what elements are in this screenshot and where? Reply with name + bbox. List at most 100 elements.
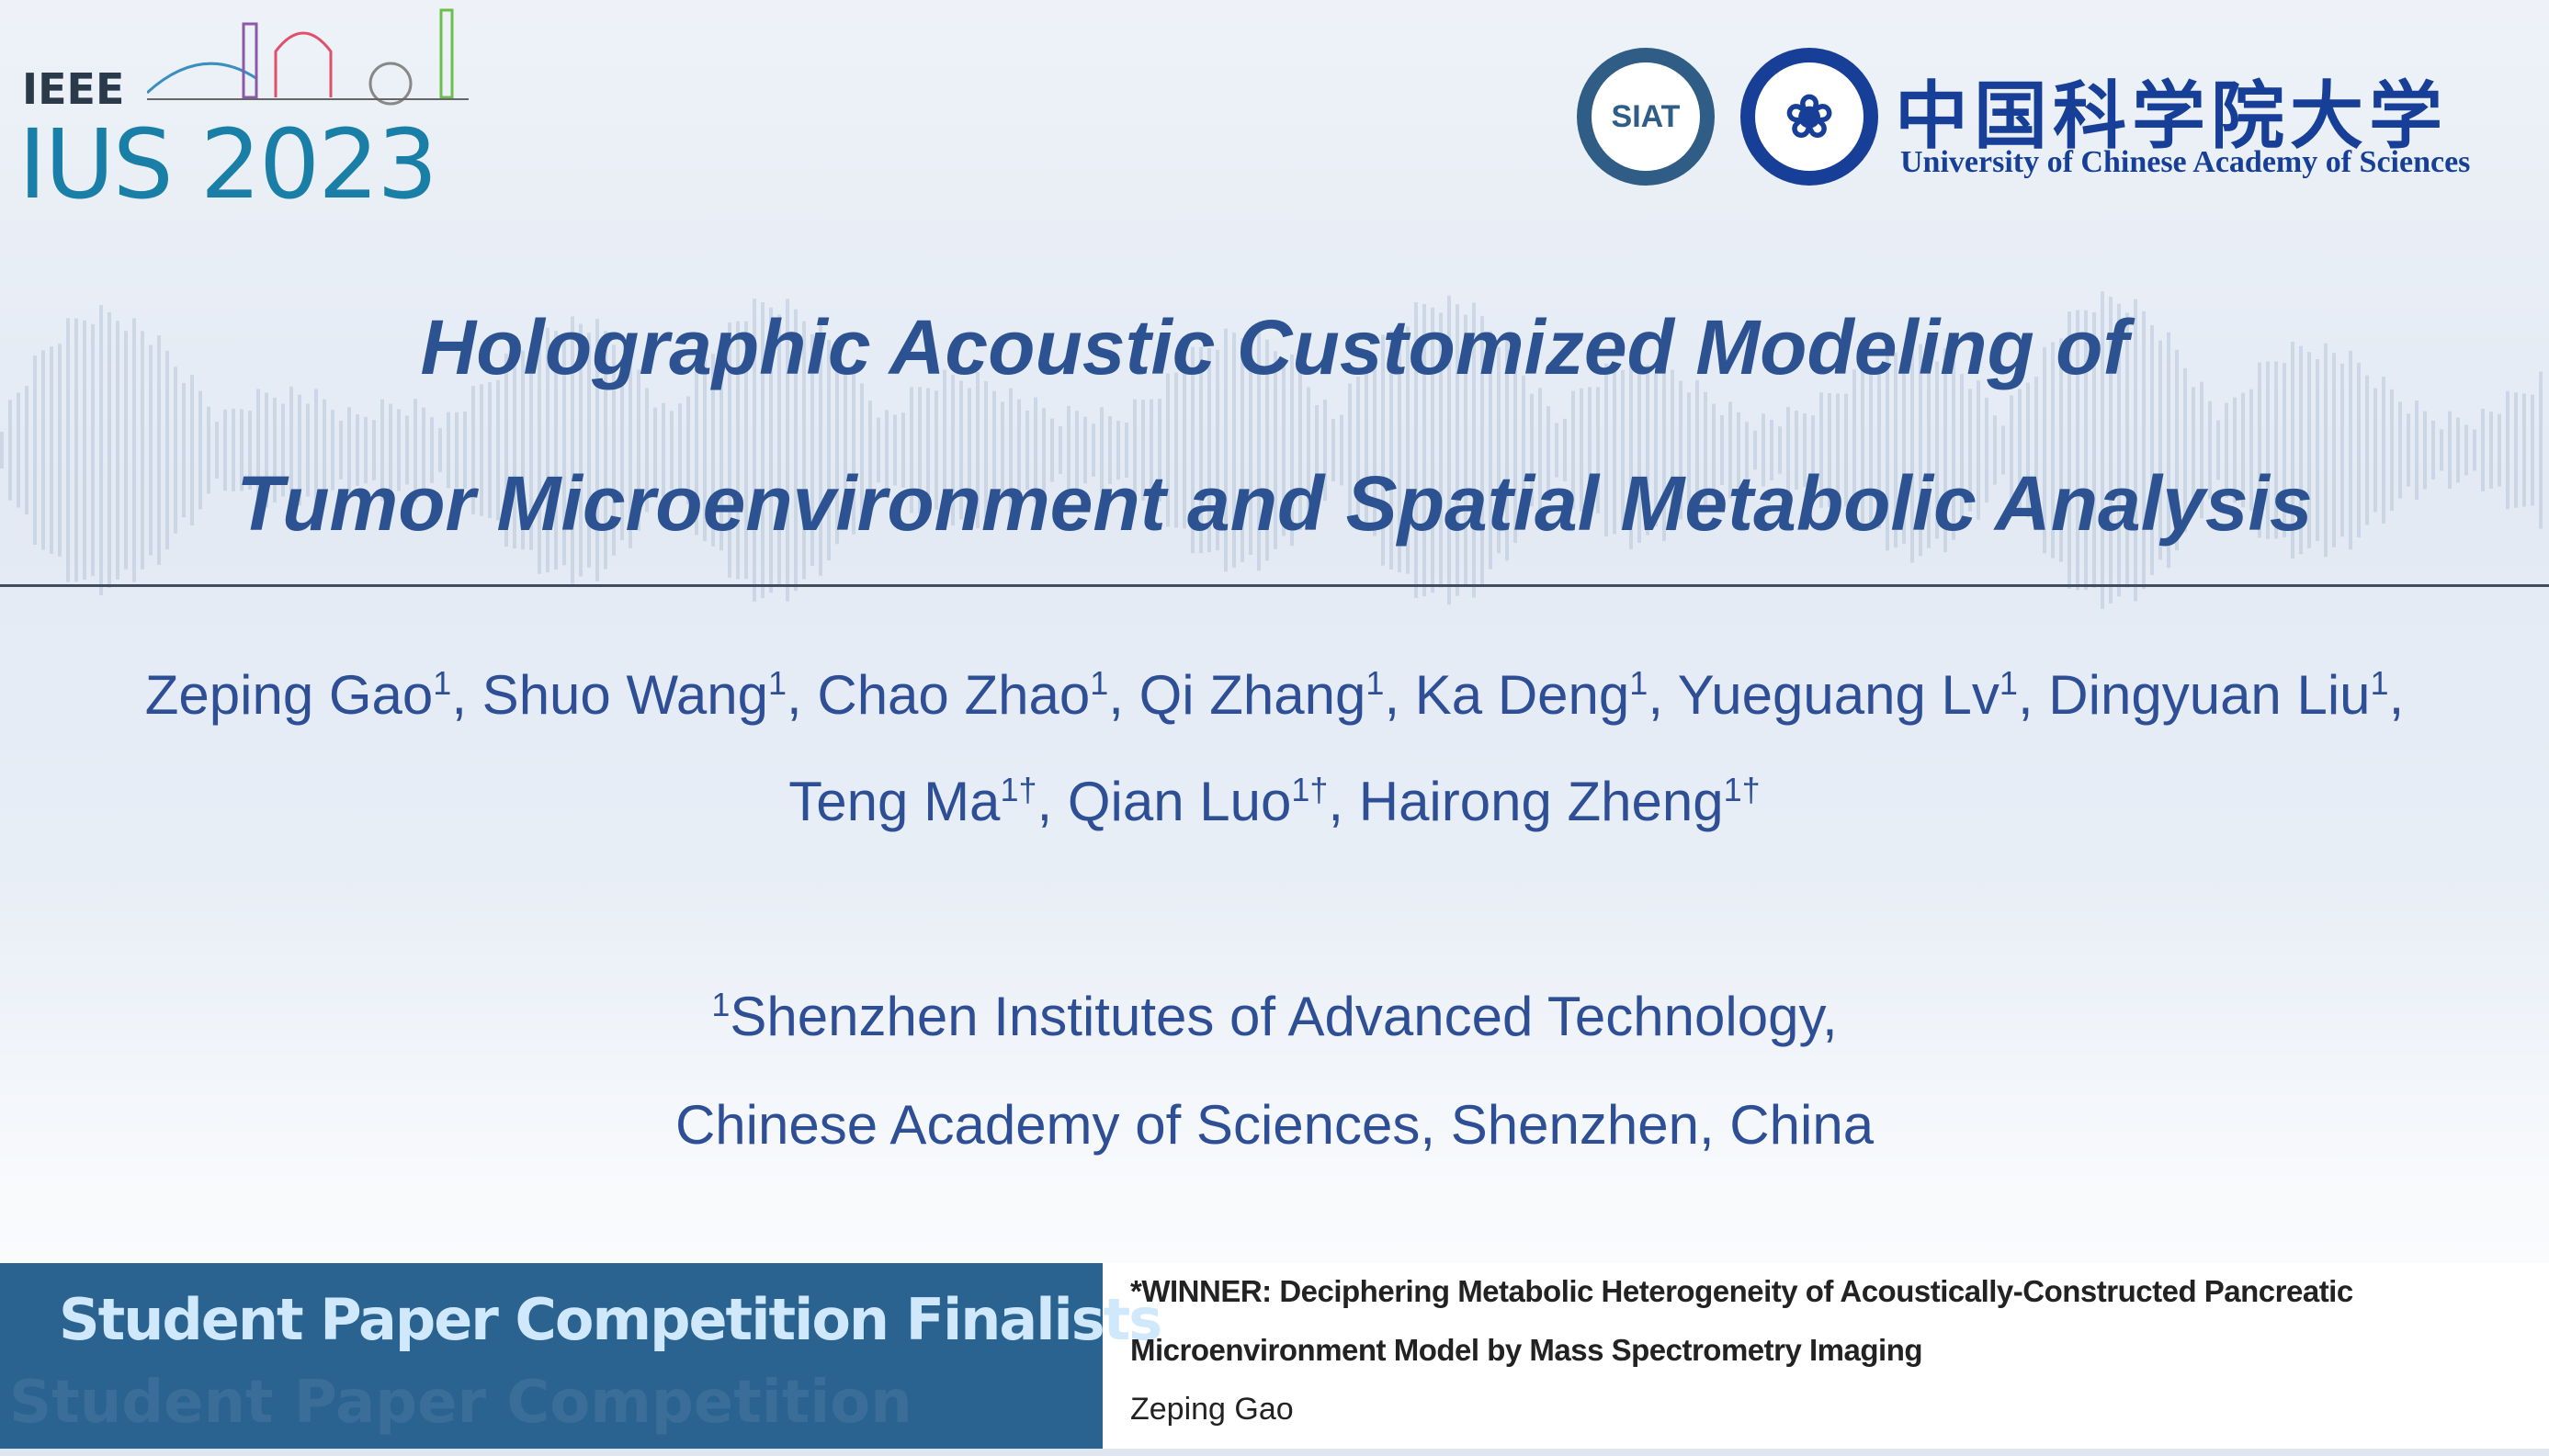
waveform-bar xyxy=(719,349,723,551)
waveform-bar xyxy=(2018,389,2022,512)
waveform-bar xyxy=(728,322,731,578)
waveform-bar xyxy=(1513,356,1517,544)
waveform-bar xyxy=(1464,314,1467,586)
winner-title-line-2: Microenvironment Model by Mass Spectrome… xyxy=(1130,1333,1923,1367)
siat-logo-text: SIAT xyxy=(1592,62,1700,171)
waveform-bar xyxy=(1778,426,1782,474)
waveform-bar xyxy=(1340,414,1343,486)
waveform-bar xyxy=(2332,353,2336,547)
author-separator: , xyxy=(1108,664,1139,726)
ghost-text: Student Paper Competition xyxy=(9,1369,912,1437)
author-name: Yueguang Lv xyxy=(1677,664,2000,726)
waveform-bar xyxy=(2117,303,2121,597)
waveform-bar xyxy=(1563,418,1567,482)
siat-logo: SIAT xyxy=(1577,48,1715,186)
waveform-bar xyxy=(587,333,591,568)
waveform-bar xyxy=(1456,304,1459,596)
waveform-bar xyxy=(1695,379,1699,521)
waveform-bar xyxy=(1753,430,1757,470)
waveform-bar xyxy=(1497,346,1501,554)
waveform-bar xyxy=(786,299,789,602)
waveform-bar xyxy=(1828,392,1831,508)
waveform-bar xyxy=(1621,369,1625,531)
waveform-bar xyxy=(1092,423,1095,477)
waveform-bar xyxy=(662,402,665,498)
waveform-bar xyxy=(2407,413,2410,487)
waveform-bar xyxy=(17,392,20,508)
competition-banner: Student Paper Competition Finalists Stud… xyxy=(0,1263,2549,1449)
waveform-bar xyxy=(695,365,698,536)
waveform-bar xyxy=(2522,393,2526,507)
waveform-bar xyxy=(455,412,459,489)
waveform-bar xyxy=(2324,343,2328,558)
waveform-bar xyxy=(1844,393,1848,507)
waveform-bar xyxy=(1505,339,1509,561)
waveform-bar xyxy=(1968,389,1972,512)
waveform-bar xyxy=(736,321,740,580)
waveform-bar xyxy=(1241,338,1244,562)
author-name: Qi Zhang xyxy=(1139,664,1366,726)
author-affiliation-mark: 1 xyxy=(1090,664,1109,702)
waveform-bar xyxy=(686,396,690,504)
waveform-bar xyxy=(1530,393,1534,507)
waveform-bar xyxy=(744,321,748,580)
waveform-bar xyxy=(91,323,95,577)
waveform-bar xyxy=(1927,352,1931,548)
waveform-bar xyxy=(1919,344,1922,557)
waveform-bar xyxy=(2390,389,2394,512)
waveform-bar xyxy=(504,353,508,547)
waveform-bar xyxy=(372,420,376,480)
bottom-strip xyxy=(0,1449,2549,1456)
winner-author: Zeping Gao xyxy=(1130,1392,1294,1427)
waveform-bar xyxy=(1762,413,1765,487)
waveform-bar xyxy=(1174,372,1178,528)
author-affiliation-mark: 1† xyxy=(1000,771,1037,808)
author-name: Ka Deng xyxy=(1414,664,1630,726)
waveform-bar xyxy=(1679,380,1682,520)
waveform-bar xyxy=(2076,310,2079,591)
waveform-bar xyxy=(306,403,310,497)
waveform-bar xyxy=(1712,403,1716,497)
waveform-bar xyxy=(1522,375,1525,525)
waveform-bar xyxy=(670,411,674,490)
author-separator: , xyxy=(787,664,818,726)
waveform-bar xyxy=(157,335,161,565)
waveform-bar xyxy=(438,427,442,473)
waveform-bar xyxy=(2423,411,2427,490)
waveform-bar xyxy=(1447,295,1451,605)
waveform-bar xyxy=(521,350,525,550)
waveform-bar xyxy=(124,331,128,570)
waveform-bar xyxy=(273,397,277,503)
author-affiliation-mark: 1 xyxy=(2370,664,2389,702)
waveform-bar xyxy=(1745,422,1749,479)
waveform-bar xyxy=(546,327,549,573)
author-name: Hairong Zheng xyxy=(1358,771,1724,832)
waveform-bar xyxy=(2514,392,2518,508)
title-line-1: Holographic Acoustic Customized Modeling… xyxy=(420,304,2129,390)
university-name-cn: 中国科学院大学 xyxy=(1895,73,2448,159)
waveform-bar xyxy=(2357,362,2361,538)
waveform-bar xyxy=(2349,350,2352,550)
waveform-bar xyxy=(2316,358,2319,542)
waveform-bar xyxy=(852,366,855,535)
waveform-bar xyxy=(1298,369,1302,531)
waveform-bar xyxy=(1943,347,1947,553)
waveform-bar xyxy=(2150,324,2154,576)
waveform-bar xyxy=(1439,312,1443,588)
waveform-bar xyxy=(2274,361,2278,539)
waveform-bar xyxy=(2101,291,2104,609)
waveform-bar xyxy=(1290,354,1294,547)
waveform-bar xyxy=(1232,333,1236,568)
waveform-bar xyxy=(2026,382,2030,518)
waveform-bar xyxy=(1315,404,1319,496)
waveform-bar xyxy=(595,319,599,581)
waveform-bar xyxy=(1720,414,1724,486)
waveform-bar xyxy=(298,394,301,506)
waveform-bar xyxy=(1952,360,1955,540)
waveform-bar xyxy=(430,417,434,483)
waveform-bar xyxy=(918,387,922,514)
waveform-bar xyxy=(496,379,500,521)
waveform-bar xyxy=(1795,410,1798,491)
waveform-bar xyxy=(25,386,28,514)
author-separator: , xyxy=(2017,664,2049,726)
